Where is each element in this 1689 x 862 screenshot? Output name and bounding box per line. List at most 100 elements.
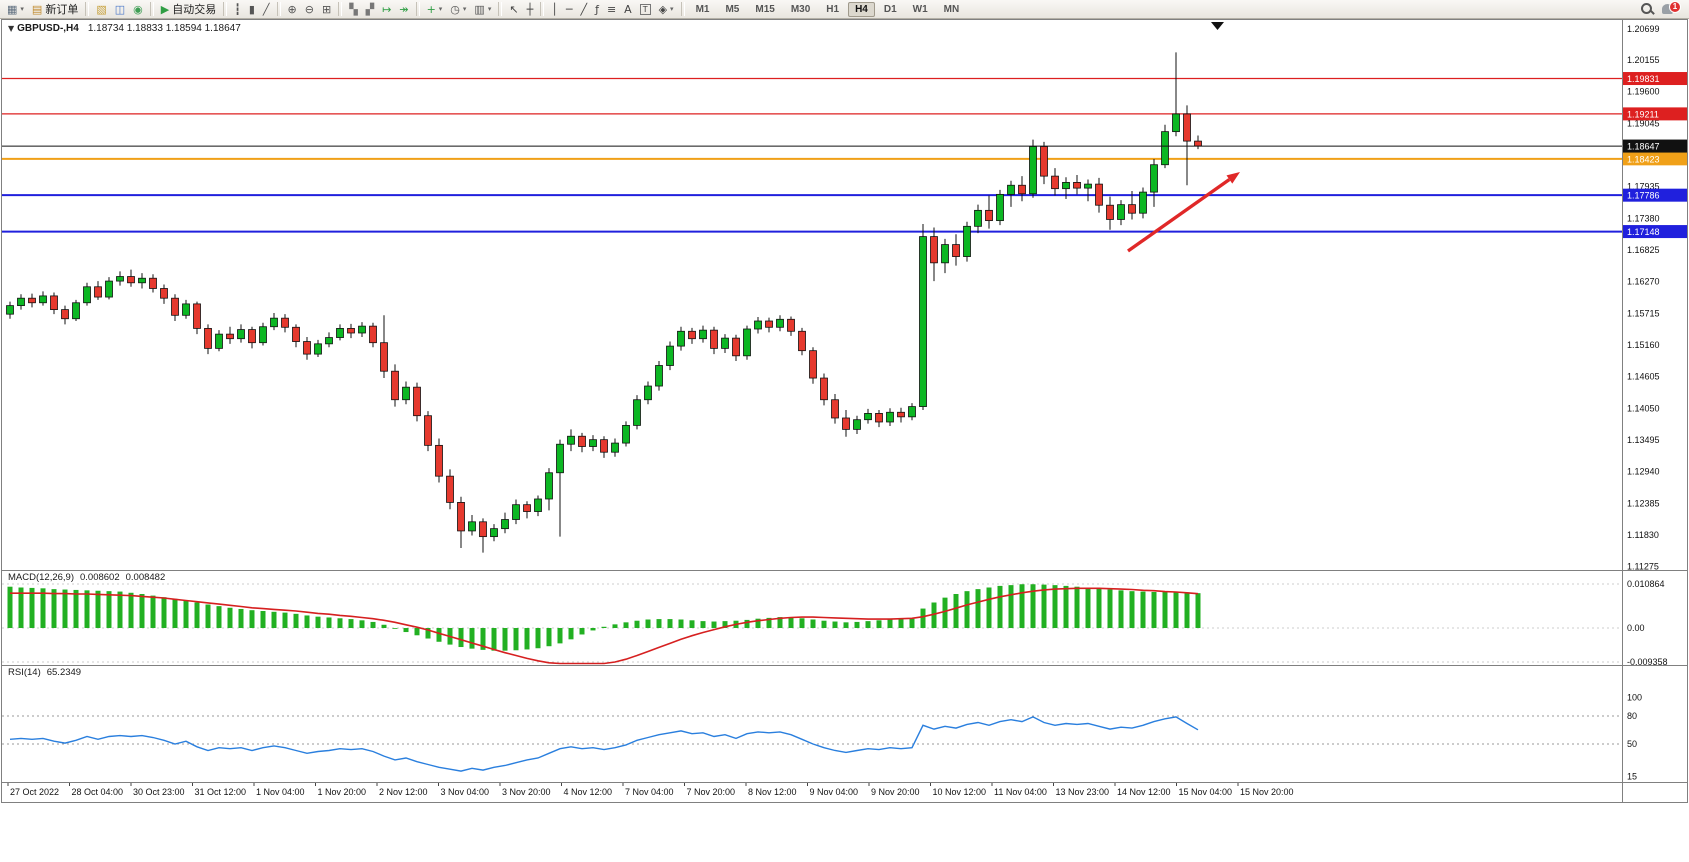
crosshair-button[interactable]: ┼	[523, 1, 538, 18]
svg-text:100: 100	[1627, 692, 1642, 702]
new-chart-caret-icon[interactable]: ▾	[20, 5, 24, 13]
add-indicator-icon: +	[426, 2, 436, 16]
line-chart-button[interactable]: ╱	[259, 1, 274, 18]
svg-text:1.17786: 1.17786	[1627, 191, 1660, 201]
svg-text:10 Nov 12:00: 10 Nov 12:00	[933, 787, 987, 797]
chart-symbol-label: GBPUSD-,H4	[17, 23, 79, 34]
svg-text:31 Oct 12:00: 31 Oct 12:00	[195, 787, 247, 797]
timeframe-m5-button[interactable]: M5	[725, 3, 740, 15]
candlestick-chart-button[interactable]: ▮	[245, 1, 259, 18]
collapse-icon[interactable]: ▼	[8, 24, 15, 33]
svg-text:1.16825: 1.16825	[1627, 245, 1660, 255]
timeframe-m30-button[interactable]: M30	[790, 3, 811, 15]
zoom-out-icon: ⊖	[304, 2, 314, 16]
horizontal-line-button[interactable]: ─	[562, 1, 577, 18]
svg-text:1 Nov 04:00: 1 Nov 04:00	[256, 787, 305, 797]
svg-text:11 Nov 04:00: 11 Nov 04:00	[994, 787, 1047, 797]
toolbar-separator	[498, 2, 503, 16]
text-label-icon: T	[639, 3, 651, 15]
periods-button[interactable]: ◷ ▾	[446, 1, 470, 18]
fibonacci-button[interactable]: ƒ	[591, 1, 603, 18]
bell-icon	[1662, 4, 1673, 14]
candlestick-series[interactable]	[6, 52, 1202, 553]
text-label-button[interactable]: T	[636, 1, 655, 18]
trend-arrow-annotation[interactable]	[1127, 172, 1240, 253]
add-indicator-caret-icon[interactable]: ▾	[438, 5, 443, 13]
svg-text:15: 15	[1627, 772, 1637, 782]
svg-text:1.19600: 1.19600	[1627, 87, 1660, 97]
arrange-windows-button[interactable]: ▚	[345, 1, 361, 18]
price-axis: 1.206991.201551.196001.190451.184901.179…	[1627, 24, 1660, 572]
crosshair-icon: ┼	[526, 2, 534, 16]
chart-shift-button[interactable]: ↦	[378, 1, 395, 18]
cursor-button[interactable]: ↖	[505, 1, 522, 18]
templates-button[interactable]: ▥ ▾	[470, 1, 495, 18]
svg-text:30 Oct 23:00: 30 Oct 23:00	[133, 787, 185, 797]
shapes-caret-icon[interactable]: ▾	[670, 5, 674, 13]
templates-caret-icon[interactable]: ▾	[487, 5, 492, 13]
trendline-button[interactable]: ╱	[576, 1, 591, 18]
rsi-panel: 100 80 50 15	[2, 692, 1642, 782]
timeframe-h1-button[interactable]: H1	[826, 3, 840, 15]
level-lines[interactable]	[2, 77, 1622, 233]
svg-text:80: 80	[1627, 711, 1637, 721]
autotrading-icon: ▶	[160, 2, 170, 16]
new-order-label: 新订单	[45, 4, 79, 16]
chart-shift-marker-icon[interactable]	[1211, 22, 1224, 30]
new-order-button[interactable]: ▤ 新订单	[28, 1, 82, 18]
svg-text:1.12940: 1.12940	[1627, 467, 1660, 477]
zoom-in-button[interactable]: ⊕	[284, 1, 301, 18]
svg-text:1.14605: 1.14605	[1627, 372, 1660, 382]
new-order-icon: ▤	[31, 2, 43, 16]
rsi-label: RSI(14)	[8, 667, 41, 678]
macd-label: MACD(12,26,9)	[8, 572, 74, 583]
notification-badge: 1	[1669, 0, 1681, 13]
new-chart-button[interactable]: ▦ ▾	[3, 1, 28, 18]
cascade-windows-button[interactable]: ▞	[362, 1, 378, 18]
new-chart-icon: ▦	[7, 2, 18, 16]
svg-text:1.14050: 1.14050	[1627, 403, 1660, 413]
chart-ohlc-values: 1.18734 1.18833 1.18594 1.18647	[87, 23, 241, 34]
candlestick-chart-icon: ▮	[248, 2, 255, 16]
timeframe-d1-button[interactable]: D1	[883, 3, 897, 15]
notifications-button[interactable]: 1	[1658, 0, 1681, 18]
shapes-icon: ◈	[658, 2, 668, 16]
rsi-header: RSI(14) 65.2349	[8, 667, 81, 678]
trendline-icon: ╱	[580, 2, 588, 16]
autotrading-button[interactable]: ▶ 自动交易	[157, 1, 220, 18]
sounds-button[interactable]: ◉	[129, 1, 147, 18]
periods-caret-icon[interactable]: ▾	[462, 5, 467, 13]
bar-chart-button[interactable]: ┇	[230, 1, 245, 18]
text-button[interactable]: A	[620, 1, 636, 18]
objects-list-button[interactable]: ≡	[603, 1, 620, 18]
market-watch-button[interactable]: ◫	[111, 1, 129, 18]
vertical-line-button[interactable]: │	[547, 1, 562, 18]
timeframe-m15-button[interactable]: M15	[755, 3, 775, 15]
timeframe-m1-button[interactable]: M1	[695, 3, 710, 15]
panel-borders	[1, 19, 1688, 803]
toolbar-separator	[276, 2, 281, 16]
shapes-button[interactable]: ◈ ▾	[655, 1, 678, 18]
profiles-button[interactable]: ▧	[92, 1, 110, 18]
svg-text:14 Nov 12:00: 14 Nov 12:00	[1117, 787, 1171, 797]
toolbar-separator	[338, 2, 343, 16]
timeframe-h4-button[interactable]: H4	[848, 1, 875, 17]
svg-text:1.19831: 1.19831	[1627, 74, 1660, 84]
timeframe-w1-button[interactable]: W1	[912, 3, 928, 15]
time-axis[interactable]: 27 Oct 2022 28 Oct 04:00 30 Oct 23:00 31 Oc…	[7, 782, 1294, 797]
svg-text:1.15160: 1.15160	[1627, 340, 1660, 350]
periods-icon: ◷	[450, 2, 460, 16]
arrange-windows-icon: ▚	[349, 2, 358, 16]
svg-text:-0.009358: -0.009358	[1627, 657, 1668, 667]
auto-scroll-button[interactable]: ↠	[395, 1, 412, 18]
tile-windows-button[interactable]: ⊞	[318, 1, 335, 18]
macd-panel: 0.010864 0.00 -0.009358	[2, 579, 1668, 667]
svg-text:3 Nov 04:00: 3 Nov 04:00	[441, 787, 490, 797]
search-button[interactable]	[1636, 1, 1658, 18]
svg-text:0.010864: 0.010864	[1627, 579, 1665, 589]
timeframe-mn-button[interactable]: MN	[943, 3, 960, 15]
add-indicator-button[interactable]: + ▾	[423, 1, 447, 18]
zoom-out-button[interactable]: ⊖	[301, 1, 318, 18]
search-icon	[1640, 2, 1654, 16]
